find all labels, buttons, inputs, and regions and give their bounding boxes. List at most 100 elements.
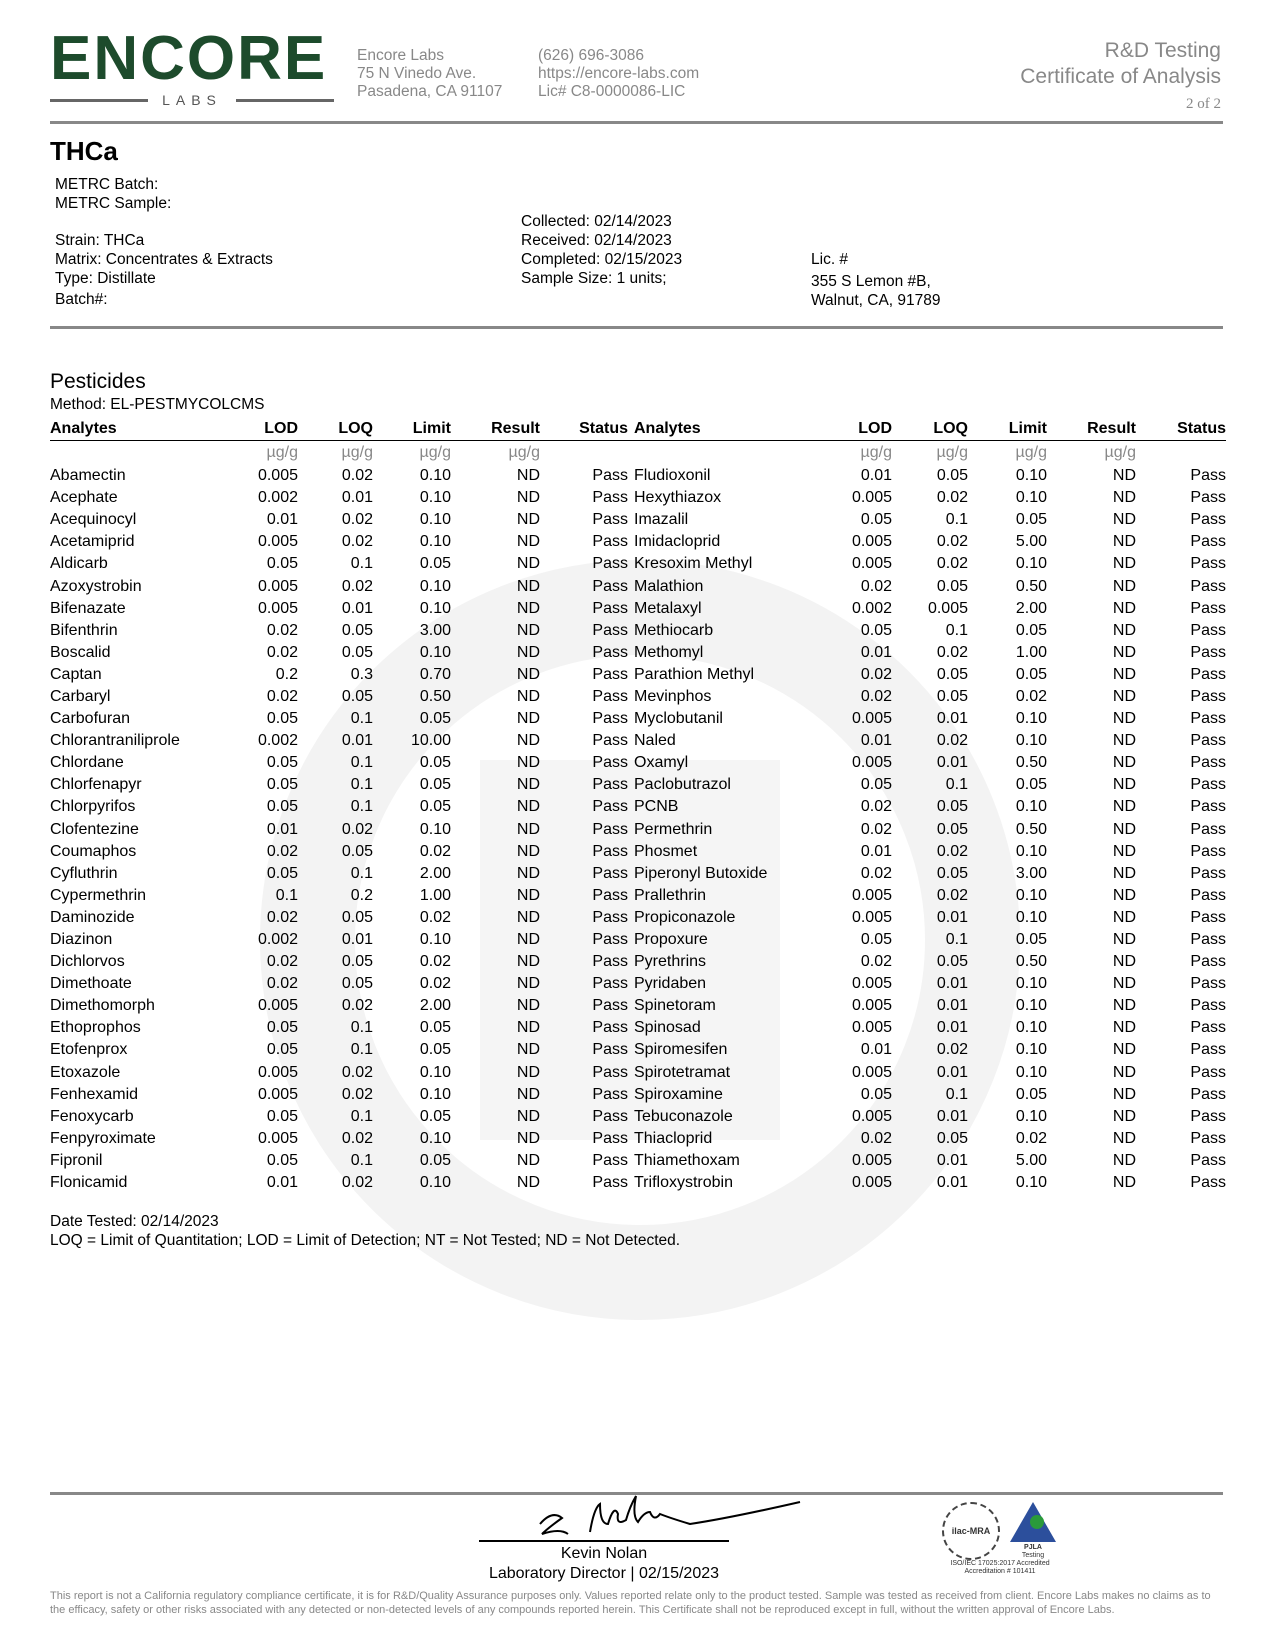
loq-cell: 0.1 xyxy=(350,1041,373,1059)
result-cell: ND xyxy=(516,687,540,705)
lod-cell: 0.005 xyxy=(851,975,892,993)
table-row: Coumaphos 0.02 0.05 0.02 ND Pass Phosmet 0.01 0.… xyxy=(50,841,1226,863)
analyte-cell: Phosmet xyxy=(634,842,698,860)
limit-cell: 0.50 xyxy=(1015,953,1047,971)
limit-cell: 0.10 xyxy=(1015,997,1047,1015)
lod-cell: 0.005 xyxy=(851,710,892,728)
loq-cell: 0.1 xyxy=(350,1151,373,1169)
result-cell: ND xyxy=(1112,1041,1136,1059)
status-cell: Pass xyxy=(1190,820,1226,838)
result-cell: ND xyxy=(516,1129,540,1147)
lod-cell: 0.01 xyxy=(860,842,892,860)
loq-cell: 0.02 xyxy=(341,997,373,1015)
analyte-cell: Spiromesifen xyxy=(634,1041,728,1059)
header-divider xyxy=(50,121,1223,124)
limit-cell: 0.05 xyxy=(1015,621,1047,639)
table-row: Fenoxycarb 0.05 0.1 0.05 ND Pass Tebuconazole 0… xyxy=(50,1106,1226,1128)
loq-cell: 0.01 xyxy=(936,1019,968,1037)
analyte-cell: Carbaryl xyxy=(50,687,111,705)
loq-cell: 0.02 xyxy=(936,1041,968,1059)
pjla-triangle-icon xyxy=(1010,1502,1056,1542)
unit-empty xyxy=(50,441,240,466)
result-cell: ND xyxy=(516,754,540,772)
loq-cell: 0.01 xyxy=(936,1151,968,1169)
iso-text: ISO/IEC 17025:2017 Accredited xyxy=(950,1560,1050,1567)
limit-cell: 0.10 xyxy=(419,599,451,617)
status-cell: Pass xyxy=(1190,732,1226,750)
analyte-cell: Clofentezine xyxy=(50,820,139,838)
limit-cell: 0.50 xyxy=(1015,577,1047,595)
loq-cell: 0.02 xyxy=(341,1174,373,1192)
table-row: Chlorpyrifos 0.05 0.1 0.05 ND Pass PCNB 0.02 0.0… xyxy=(50,796,1226,818)
result-cell: ND xyxy=(1112,555,1136,573)
result-cell: ND xyxy=(1112,864,1136,882)
lod-cell: 0.002 xyxy=(851,599,892,617)
loq-cell: 0.02 xyxy=(341,577,373,595)
analyte-cell: Chlorpyrifos xyxy=(50,798,136,816)
loq-cell: 0.01 xyxy=(936,997,968,1015)
lod-cell: 0.02 xyxy=(860,953,892,971)
table-row: Fipronil 0.05 0.1 0.05 ND Pass Thiamethoxam 0.0… xyxy=(50,1150,1226,1172)
loq-cell: 0.02 xyxy=(936,886,968,904)
limit-cell: 0.10 xyxy=(1015,710,1047,728)
lod-cell: 0.05 xyxy=(266,1151,298,1169)
status-cell: Pass xyxy=(592,798,628,816)
lod-cell: 0.05 xyxy=(860,931,892,949)
result-cell: ND xyxy=(516,732,540,750)
result-cell: ND xyxy=(1112,820,1136,838)
status-cell: Pass xyxy=(1190,621,1226,639)
table-row: Chlordane 0.05 0.1 0.05 ND Pass Oxamyl 0.005 0.0… xyxy=(50,752,1226,774)
table-row: Fenpyroximate 0.005 0.02 0.10 ND Pass Thiaclop… xyxy=(50,1128,1226,1150)
lod-cell: 0.01 xyxy=(860,643,892,661)
analyte-cell: Diazinon xyxy=(50,931,113,949)
analyte-cell: Dimethomorph xyxy=(50,997,155,1015)
limit-cell: 0.10 xyxy=(1015,489,1047,507)
lod-cell: 0.005 xyxy=(257,599,298,617)
limit-cell: 0.02 xyxy=(419,953,451,971)
batch: Batch#: xyxy=(55,291,108,308)
table-row: Acequinocyl 0.01 0.02 0.10 ND Pass Imazalil 0.0… xyxy=(50,509,1226,531)
lod-cell: 0.005 xyxy=(851,997,892,1015)
analyte-cell: Aldicarb xyxy=(50,555,108,573)
status-cell: Pass xyxy=(592,908,628,926)
loq-cell: 0.02 xyxy=(341,511,373,529)
analyte-cell: Chlorantraniliprole xyxy=(50,732,180,750)
loq-cell: 0.02 xyxy=(341,1085,373,1103)
table-row: Aldicarb 0.05 0.1 0.05 ND Pass Kresoxim Methyl… xyxy=(50,553,1226,575)
limit-cell: 0.02 xyxy=(419,842,451,860)
analyte-cell: Permethrin xyxy=(634,820,713,838)
logo-sub-text: LABS xyxy=(162,92,222,108)
loq-cell: 0.1 xyxy=(350,754,373,772)
lab-website[interactable]: https://encore-labs.com xyxy=(538,65,700,82)
analyte-cell: Naled xyxy=(634,732,676,750)
lod-cell: 0.002 xyxy=(257,489,298,507)
lod-cell: 0.02 xyxy=(860,864,892,882)
loq-cell: 0.005 xyxy=(927,599,968,617)
status-cell: Pass xyxy=(1190,555,1226,573)
status-cell: Pass xyxy=(1190,710,1226,728)
result-cell: ND xyxy=(1112,997,1136,1015)
analyte-cell: Imidacloprid xyxy=(634,533,721,551)
analyte-cell: Imazalil xyxy=(634,511,689,529)
result-cell: ND xyxy=(1112,776,1136,794)
analyte-cell: Coumaphos xyxy=(50,842,137,860)
table-row: Dimethoate 0.02 0.05 0.02 ND Pass Pyridaben 0.0… xyxy=(50,973,1226,995)
limit-cell: 0.50 xyxy=(1015,820,1047,838)
limit-cell: 3.00 xyxy=(1015,864,1047,882)
unit-label: µg/g xyxy=(1015,444,1047,461)
status-cell: Pass xyxy=(1190,997,1226,1015)
loq-cell: 0.1 xyxy=(350,555,373,573)
table-row: Diazinon 0.002 0.01 0.10 ND Pass Propoxure 0.05… xyxy=(50,929,1226,951)
limit-cell: 0.05 xyxy=(1015,776,1047,794)
loq-cell: 0.05 xyxy=(341,643,373,661)
status-cell: Pass xyxy=(1190,842,1226,860)
status-cell: Pass xyxy=(592,776,628,794)
lod-cell: 0.05 xyxy=(266,1107,298,1125)
doc-type-1: R&D Testing xyxy=(1104,39,1221,62)
limit-cell: 0.10 xyxy=(1015,1063,1047,1081)
lod-cell: 0.005 xyxy=(851,1174,892,1192)
lod-cell: 0.05 xyxy=(266,798,298,816)
abbreviations-legend: LOQ = Limit of Quantitation; LOD = Limit… xyxy=(50,1232,681,1249)
limit-cell: 0.05 xyxy=(1015,1085,1047,1103)
analyte-cell: Methiocarb xyxy=(634,621,714,639)
